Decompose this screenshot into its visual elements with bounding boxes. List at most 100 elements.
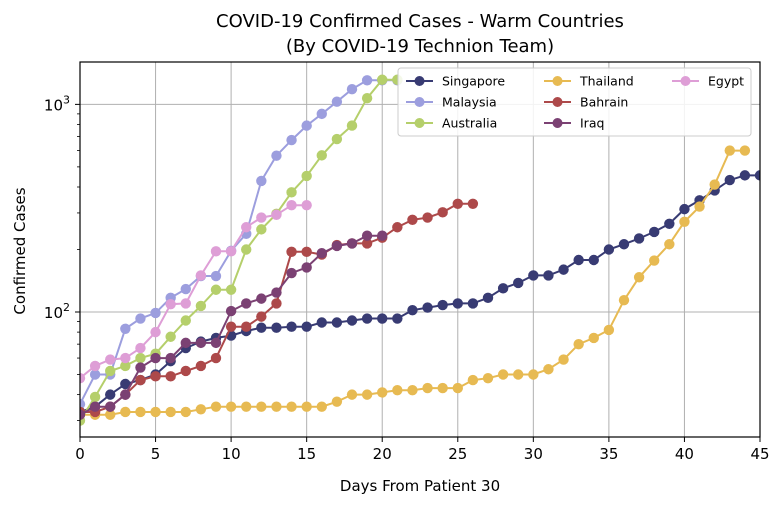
data-point-singapore bbox=[437, 299, 448, 311]
data-point-thailand bbox=[679, 216, 690, 227]
data-point-singapore bbox=[633, 233, 645, 244]
y-tick-label: 103 bbox=[44, 93, 70, 114]
data-point-singapore bbox=[558, 264, 569, 275]
series-iraq bbox=[80, 230, 388, 420]
legend-label-iraq: Iraq bbox=[580, 116, 604, 131]
data-point-thailand bbox=[392, 385, 403, 396]
data-point-iraq bbox=[361, 230, 373, 241]
data-point-bahrain bbox=[135, 374, 146, 386]
data-point-egypt bbox=[120, 352, 131, 364]
data-point-thailand bbox=[377, 387, 388, 398]
data-point-bahrain bbox=[407, 214, 418, 226]
legend-label-thailand: Thailand bbox=[579, 74, 634, 89]
data-point-singapore bbox=[573, 254, 584, 266]
data-point-thailand bbox=[150, 406, 161, 418]
data-point-thailand bbox=[588, 332, 599, 344]
data-point-bahrain bbox=[225, 321, 237, 332]
data-point-thailand bbox=[709, 179, 720, 190]
data-point-singapore bbox=[724, 174, 735, 186]
data-point-australia bbox=[210, 284, 222, 295]
series-line-singapore bbox=[80, 174, 760, 413]
axis-ticks: 0 5 10 15 20 25 30 35 40 45 102 103 bbox=[44, 93, 770, 463]
data-point-iraq bbox=[195, 337, 207, 349]
x-tick-label: 10 bbox=[222, 445, 241, 463]
data-point-singapore bbox=[482, 292, 494, 304]
data-point-iraq bbox=[165, 352, 176, 364]
data-point-thailand bbox=[422, 382, 433, 394]
data-point-egypt bbox=[256, 212, 267, 223]
data-point-thailand bbox=[724, 145, 735, 156]
data-point-malaysia bbox=[316, 108, 327, 120]
data-point-egypt bbox=[210, 246, 222, 257]
data-point-thailand bbox=[361, 389, 373, 400]
data-point-singapore bbox=[392, 313, 403, 324]
data-point-iraq bbox=[210, 337, 222, 349]
data-point-australia bbox=[120, 360, 131, 372]
data-point-australia bbox=[135, 352, 146, 364]
data-point-singapore bbox=[407, 305, 418, 316]
data-point-malaysia bbox=[271, 150, 282, 161]
data-point-iraq bbox=[301, 262, 312, 273]
data-point-iraq bbox=[89, 401, 101, 412]
legend-marker-thailand bbox=[552, 76, 563, 86]
data-point-iraq bbox=[180, 337, 191, 349]
data-point-malaysia bbox=[135, 313, 146, 324]
x-tick-label: 35 bbox=[599, 445, 618, 463]
data-point-thailand bbox=[180, 406, 191, 418]
data-point-singapore bbox=[754, 170, 760, 181]
data-point-iraq bbox=[241, 298, 252, 309]
data-point-malaysia bbox=[180, 283, 191, 295]
x-tick-label: 15 bbox=[297, 445, 316, 463]
data-point-bahrain bbox=[180, 365, 191, 377]
data-point-thailand bbox=[135, 406, 146, 418]
data-point-egypt bbox=[301, 199, 312, 211]
data-point-thailand bbox=[241, 401, 252, 412]
data-point-singapore bbox=[528, 270, 539, 281]
data-point-australia bbox=[346, 120, 358, 131]
data-point-bahrain bbox=[150, 371, 161, 382]
data-point-bahrain bbox=[210, 352, 222, 364]
data-point-egypt bbox=[150, 326, 161, 338]
data-point-bahrain bbox=[271, 298, 282, 309]
data-point-australia bbox=[286, 187, 297, 198]
data-point-australia bbox=[361, 92, 373, 104]
data-point-iraq bbox=[316, 247, 327, 259]
data-point-bahrain bbox=[392, 222, 403, 233]
data-point-thailand bbox=[120, 406, 131, 418]
data-point-thailand bbox=[497, 369, 509, 380]
data-point-singapore bbox=[331, 317, 343, 328]
data-point-thailand bbox=[543, 364, 554, 375]
data-point-bahrain bbox=[361, 238, 373, 249]
data-point-singapore bbox=[361, 313, 373, 324]
data-point-malaysia bbox=[361, 75, 373, 86]
series-australia bbox=[80, 74, 403, 426]
series-line-australia bbox=[80, 78, 398, 422]
data-point-singapore bbox=[679, 203, 690, 215]
data-point-singapore bbox=[271, 322, 282, 333]
data-point-thailand bbox=[528, 369, 539, 380]
legend-label-australia: Australia bbox=[442, 116, 497, 131]
data-point-egypt bbox=[165, 299, 176, 310]
data-point-singapore bbox=[513, 277, 524, 289]
legend: Singapore Malaysia Australia Thailand Bahrai… bbox=[397, 67, 752, 137]
data-point-thailand bbox=[739, 145, 751, 156]
data-point-thailand bbox=[618, 294, 630, 306]
legend-marker-iraq bbox=[552, 118, 563, 128]
data-point-egypt bbox=[271, 209, 282, 220]
data-point-thailand bbox=[558, 354, 569, 365]
series-line-egypt bbox=[80, 204, 307, 379]
x-tick-label: 45 bbox=[750, 445, 769, 463]
data-point-thailand bbox=[225, 401, 237, 412]
series-thailand bbox=[80, 145, 751, 420]
data-point-thailand bbox=[210, 401, 222, 412]
legend-box bbox=[397, 67, 752, 137]
data-point-bahrain bbox=[437, 207, 448, 218]
data-point-egypt bbox=[80, 372, 86, 384]
data-point-thailand bbox=[195, 404, 207, 415]
data-point-iraq bbox=[80, 409, 86, 420]
data-point-thailand bbox=[452, 382, 463, 394]
data-point-singapore bbox=[316, 317, 327, 328]
data-point-thailand bbox=[286, 401, 297, 412]
data-point-egypt bbox=[225, 246, 237, 257]
x-tick-label: 25 bbox=[448, 445, 467, 463]
